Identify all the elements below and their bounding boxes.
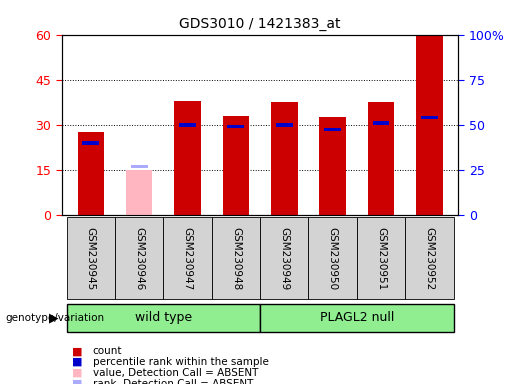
Bar <box>222 116 249 215</box>
Text: percentile rank within the sample: percentile rank within the sample <box>93 357 269 367</box>
Bar <box>212 217 260 299</box>
Bar <box>416 35 442 215</box>
Bar <box>357 217 405 299</box>
Bar <box>260 217 308 299</box>
Text: GSM230949: GSM230949 <box>279 227 289 290</box>
Text: GSM230950: GSM230950 <box>328 227 338 290</box>
Bar <box>115 217 163 299</box>
Bar <box>319 117 346 215</box>
Bar <box>228 125 244 128</box>
Bar <box>324 127 341 131</box>
Bar <box>131 164 148 168</box>
Text: rank, Detection Call = ABSENT: rank, Detection Call = ABSENT <box>93 379 253 384</box>
Text: ■: ■ <box>72 379 82 384</box>
Bar <box>66 304 260 333</box>
Text: GSM230947: GSM230947 <box>182 227 193 290</box>
Text: genotype/variation: genotype/variation <box>5 313 104 323</box>
Bar <box>308 217 357 299</box>
Text: ■: ■ <box>72 368 82 378</box>
Text: GSM230945: GSM230945 <box>86 227 96 290</box>
Bar <box>82 141 99 145</box>
Text: ▶: ▶ <box>49 311 59 324</box>
Text: wild type: wild type <box>135 311 192 324</box>
Bar <box>372 121 389 125</box>
Text: ■: ■ <box>72 357 82 367</box>
Text: value, Detection Call = ABSENT: value, Detection Call = ABSENT <box>93 368 258 378</box>
Bar <box>271 102 298 215</box>
Bar <box>179 123 196 127</box>
Bar <box>260 304 454 333</box>
Text: GSM230948: GSM230948 <box>231 227 241 290</box>
Bar <box>276 123 293 127</box>
Bar <box>126 170 152 215</box>
Bar <box>368 102 394 215</box>
Bar <box>66 217 115 299</box>
Text: count: count <box>93 346 122 356</box>
Bar <box>174 101 201 215</box>
Bar <box>421 116 438 119</box>
Bar <box>405 217 454 299</box>
Bar <box>163 217 212 299</box>
Text: ■: ■ <box>72 346 82 356</box>
Bar <box>78 132 104 215</box>
Text: GSM230951: GSM230951 <box>376 227 386 290</box>
Text: GSM230952: GSM230952 <box>424 227 434 290</box>
Title: GDS3010 / 1421383_at: GDS3010 / 1421383_at <box>179 17 341 31</box>
Text: PLAGL2 null: PLAGL2 null <box>320 311 394 324</box>
Text: GSM230946: GSM230946 <box>134 227 144 290</box>
